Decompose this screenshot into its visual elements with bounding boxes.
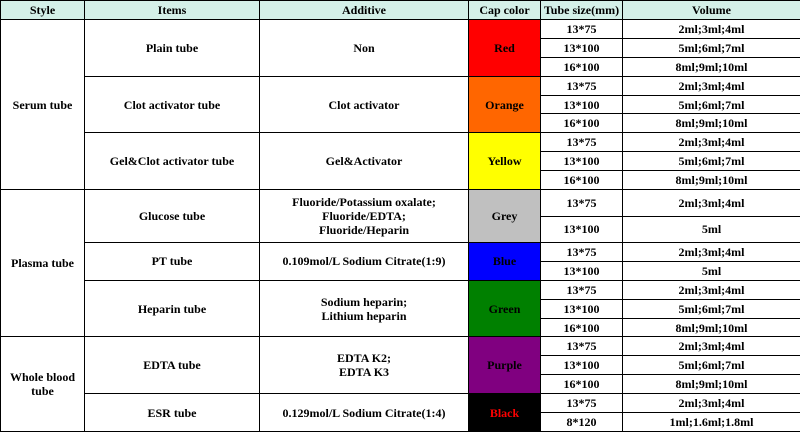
style-cell: Plasma tube xyxy=(1,190,85,337)
additive: 0.129mol/L Sodium Citrate(1:4) xyxy=(260,394,469,432)
tube-size: 13*100 xyxy=(541,95,623,114)
item-name: Clot activator tube xyxy=(85,76,260,133)
additive: 0.109mol/L Sodium Citrate(1:9) xyxy=(260,243,469,281)
tube-size: 16*100 xyxy=(541,318,623,337)
item-name: ESR tube xyxy=(85,394,260,432)
additive: Clot activator xyxy=(260,76,469,133)
item-name: Plain tube xyxy=(85,20,260,77)
volume: 5ml;6ml;7ml xyxy=(623,152,800,171)
cap-color-swatch: Grey xyxy=(469,190,541,243)
tube-size: 13*100 xyxy=(541,299,623,318)
volume: 2ml;3ml;4ml xyxy=(623,133,800,152)
volume: 2ml;3ml;4ml xyxy=(623,190,800,217)
volume: 2ml;3ml;4ml xyxy=(623,280,800,299)
volume: 5ml xyxy=(623,216,800,243)
volume: 5ml;6ml;7ml xyxy=(623,299,800,318)
header-style: Style xyxy=(1,1,85,20)
tube-size: 13*75 xyxy=(541,133,623,152)
tube-size: 16*100 xyxy=(541,171,623,190)
item-name: EDTA tube xyxy=(85,337,260,394)
additive: Non xyxy=(260,20,469,77)
volume: 2ml;3ml;4ml xyxy=(623,337,800,356)
tube-size: 13*75 xyxy=(541,76,623,95)
volume: 8ml;9ml;10ml xyxy=(623,114,800,133)
volume: 2ml;3ml;4ml xyxy=(623,394,800,413)
volume: 1ml;1.6ml;1.8ml xyxy=(623,413,800,432)
tube-size: 13*75 xyxy=(541,280,623,299)
volume: 5ml;6ml;7ml xyxy=(623,95,800,114)
header-row: Style Items Additive Cap color Tube size… xyxy=(1,1,800,20)
cap-color-swatch: Yellow xyxy=(469,133,541,190)
volume: 2ml;3ml;4ml xyxy=(623,20,800,39)
tube-size: 13*75 xyxy=(541,190,623,217)
tube-size: 13*75 xyxy=(541,243,623,262)
volume: 2ml;3ml;4ml xyxy=(623,243,800,262)
header-tube-size: Tube size(mm) xyxy=(541,1,623,20)
style-cell: Serum tube xyxy=(1,20,85,190)
item-name: Glucose tube xyxy=(85,190,260,243)
item-name: PT tube xyxy=(85,243,260,281)
cap-color-swatch: Purple xyxy=(469,337,541,394)
tube-size: 13*100 xyxy=(541,38,623,57)
volume: 8ml;9ml;10ml xyxy=(623,57,800,76)
tube-size: 13*100 xyxy=(541,261,623,280)
additive: Sodium heparin; Lithium heparin xyxy=(260,280,469,337)
cap-color-swatch: Green xyxy=(469,280,541,337)
tube-size: 16*100 xyxy=(541,114,623,133)
cap-color-swatch: Blue xyxy=(469,243,541,281)
item-name: Gel&Clot activator tube xyxy=(85,133,260,190)
tube-size: 16*100 xyxy=(541,375,623,394)
volume: 8ml;9ml;10ml xyxy=(623,318,800,337)
item-name: Heparin tube xyxy=(85,280,260,337)
additive: EDTA K2; EDTA K3 xyxy=(260,337,469,394)
volume: 5ml;6ml;7ml xyxy=(623,38,800,57)
cap-color-swatch: Orange xyxy=(469,76,541,133)
style-cell: Whole blood tube xyxy=(1,337,85,431)
volume: 5ml;6ml;7ml xyxy=(623,356,800,375)
tube-size: 13*75 xyxy=(541,394,623,413)
cap-color-swatch: Black xyxy=(469,394,541,432)
volume: 2ml;3ml;4ml xyxy=(623,76,800,95)
tube-size: 13*100 xyxy=(541,216,623,243)
cap-color-swatch: Red xyxy=(469,20,541,77)
tube-size: 13*75 xyxy=(541,337,623,356)
additive: Gel&Activator xyxy=(260,133,469,190)
additive: Fluoride/Potassium oxalate; Fluoride/EDT… xyxy=(260,190,469,243)
volume: 8ml;9ml;10ml xyxy=(623,171,800,190)
tube-size: 8*120 xyxy=(541,413,623,432)
tube-size: 13*100 xyxy=(541,152,623,171)
header-items: Items xyxy=(85,1,260,20)
tube-size: 13*100 xyxy=(541,356,623,375)
header-volume: Volume xyxy=(623,1,800,20)
header-additive: Additive xyxy=(260,1,469,20)
header-cap-color: Cap color xyxy=(469,1,541,20)
volume: 5ml xyxy=(623,261,800,280)
tube-size: 13*75 xyxy=(541,20,623,39)
volume: 8ml;9ml;10ml xyxy=(623,375,800,394)
tube-size: 16*100 xyxy=(541,57,623,76)
